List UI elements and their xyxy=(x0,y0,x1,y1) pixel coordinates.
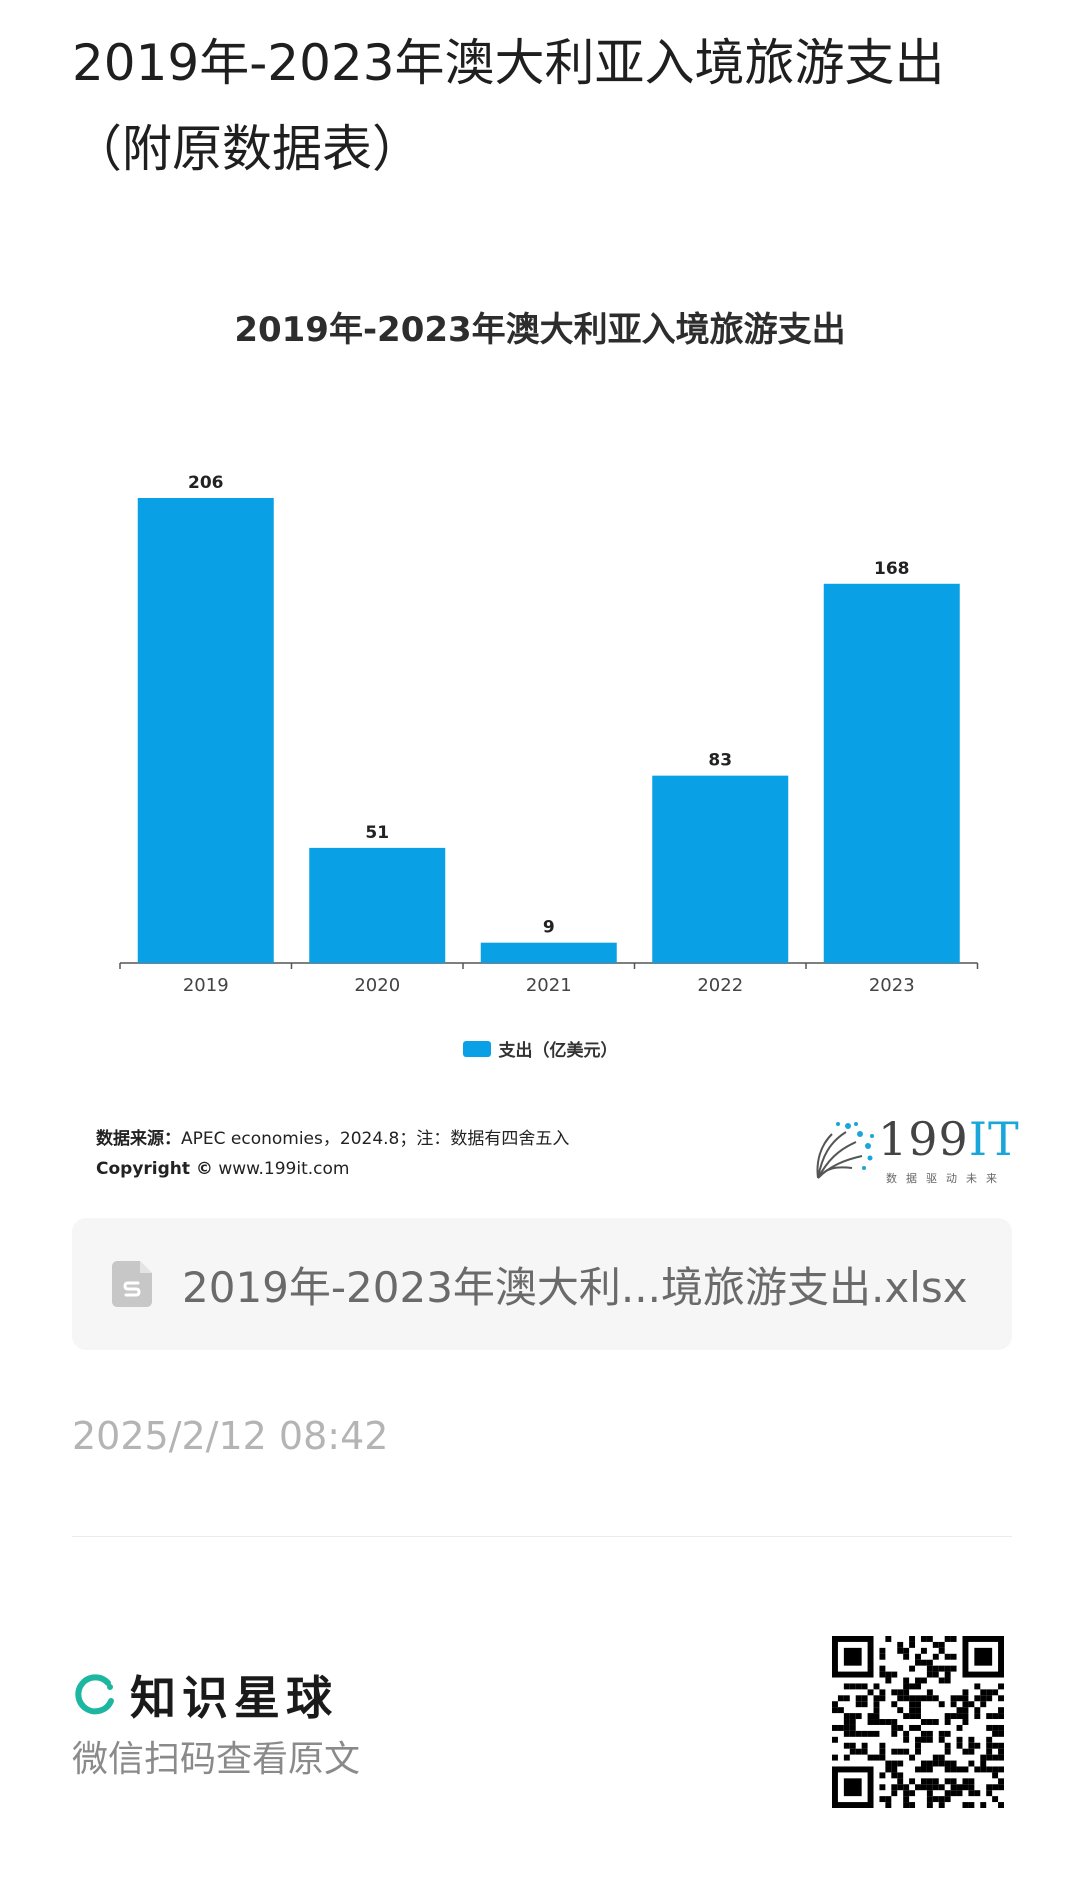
bar-2023 xyxy=(823,583,960,963)
post-title-line-1: 2019年-2023年澳大利亚入境旅游支出 xyxy=(72,34,945,92)
legend-label: 支出（亿美元） xyxy=(498,1041,618,1061)
data-label-2022: 83 xyxy=(708,751,732,771)
qr-code-icon[interactable] xyxy=(832,1636,1004,1808)
logo-brand-num: 199 xyxy=(878,1112,969,1166)
dandelion-logo-icon xyxy=(816,1122,874,1179)
source-label: 数据来源： xyxy=(96,1129,181,1149)
source-line: 数据来源：APEC economies，2024.8；注：数据有四舍五入 xyxy=(96,1124,569,1154)
data-label-2021: 9 xyxy=(543,918,555,938)
copyright-url: www.199it.com xyxy=(218,1159,350,1179)
bar-2020 xyxy=(309,847,446,963)
post-title-line-2: （附原数据表） xyxy=(72,120,422,178)
logo-199it: 199IT 数据驱动未来 xyxy=(808,1112,1019,1186)
scan-hint: 微信扫码查看原文 xyxy=(72,1739,361,1780)
chart-title: 2019年-2023年澳大利亚入境旅游支出 xyxy=(234,310,846,350)
post-title: 2019年-2023年澳大利亚入境旅游支出 （附原数据表） xyxy=(72,20,1012,192)
source-block: 数据来源：APEC economies，2024.8；注：数据有四舍五入 Cop… xyxy=(96,1124,569,1184)
attachment-file-card[interactable]: 2019年-2023年澳大利...境旅游支出.xlsx xyxy=(72,1218,1012,1350)
x-tick-label-2022: 2022 xyxy=(697,975,743,996)
logo-brand-it: IT xyxy=(968,1112,1020,1166)
legend-swatch xyxy=(462,1040,491,1057)
bar-2019 xyxy=(137,498,274,963)
data-label-2020: 51 xyxy=(365,823,389,843)
source-text: APEC economies，2024.8；注：数据有四舍五入 xyxy=(181,1129,570,1149)
logo-wordmark: 199IT xyxy=(878,1112,1020,1166)
spreadsheet-file-icon xyxy=(112,1261,152,1307)
copyright-line: Copyright © www.199it.com xyxy=(96,1154,569,1184)
x-tick-label-2021: 2021 xyxy=(526,975,572,996)
chart-legend: 支出（亿美元） xyxy=(0,1036,1080,1061)
x-tick-label-2020: 2020 xyxy=(354,975,400,996)
post-timestamp: 2025/2/12 08:42 xyxy=(72,1414,389,1458)
bar-2022 xyxy=(652,775,789,963)
copyright-label: Copyright © xyxy=(96,1159,213,1179)
data-label-2019: 206 xyxy=(188,473,224,493)
bar-2021 xyxy=(480,942,617,963)
zsxq-logo-icon xyxy=(75,1674,114,1715)
x-tick-label-2019: 2019 xyxy=(183,975,229,996)
bar-chart: 206 2019 51 2020 9 2021 83 2022 168 2023 xyxy=(119,473,979,996)
data-label-2023: 168 xyxy=(874,559,910,579)
footer-brand: 知识星球 xyxy=(72,1662,338,1728)
x-tick-label-2023: 2023 xyxy=(869,975,915,996)
divider xyxy=(72,1536,1012,1537)
file-name: 2019年-2023年澳大利...境旅游支出.xlsx xyxy=(182,1262,968,1312)
footer-brand-name: 知识星球 xyxy=(130,1671,338,1725)
logo-tagline: 数据驱动未来 xyxy=(886,1172,1006,1185)
